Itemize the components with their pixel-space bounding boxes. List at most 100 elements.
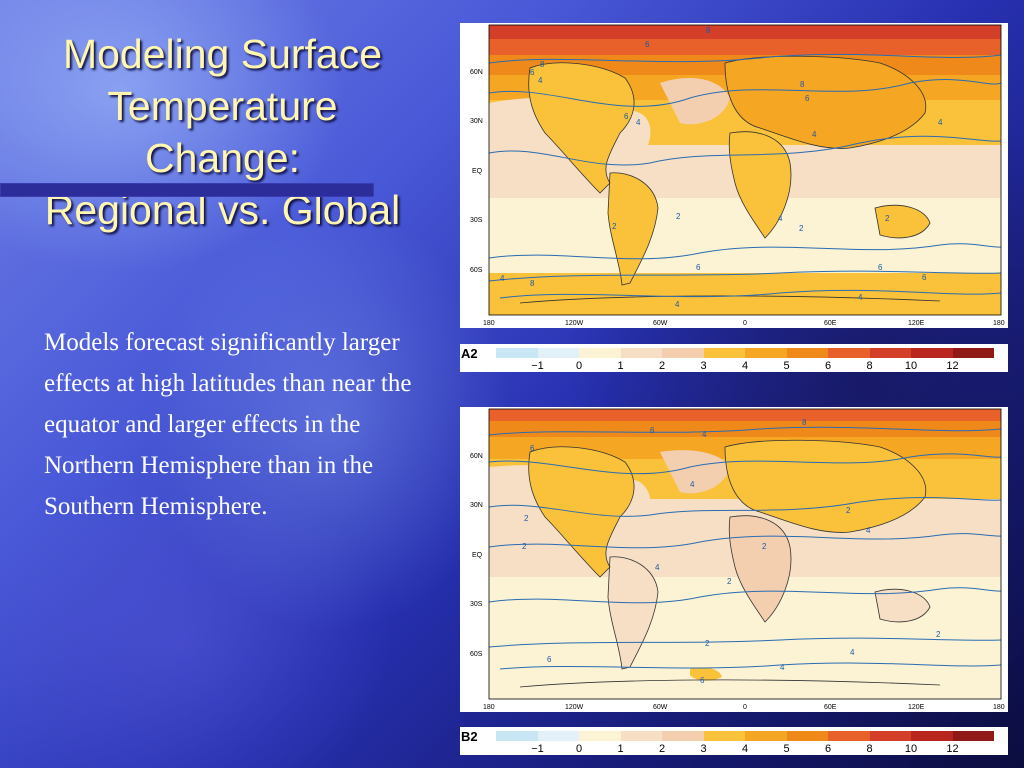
contour-label: 4: [690, 480, 695, 489]
north-america: [528, 446, 635, 577]
contour-4: [489, 135, 1001, 166]
contour-label: 4: [812, 130, 817, 139]
coast-antarctica: [519, 679, 941, 688]
lat-label: 60N: [470, 453, 483, 460]
band-10-12: [489, 25, 1001, 39]
africa: [729, 131, 791, 238]
eurasia: [725, 56, 926, 149]
lon-label: 120E: [908, 704, 925, 711]
legend-tick-label: 8: [866, 360, 873, 372]
coast-australia: [874, 588, 931, 623]
contour-label: 2: [885, 214, 890, 223]
lat-label: 60S: [470, 267, 483, 274]
contour-label: 6: [530, 68, 535, 77]
legend-b2: B2 −1 0 1 2 3 4 5 6 8 10 12: [460, 727, 1008, 755]
contour-label: 2: [936, 630, 941, 639]
legend-tick-label: −1: [531, 360, 544, 372]
legend-swatch: [869, 348, 911, 358]
scenario-label: B2: [461, 729, 478, 744]
lon-label: 60W: [653, 704, 668, 711]
scenario-label: A2: [461, 346, 478, 361]
map-b2-frame: [488, 408, 1002, 700]
lon-label: 180: [483, 320, 495, 327]
south-america: [608, 556, 658, 669]
contour-label: 4: [780, 663, 785, 672]
legend-tick-label: 6: [824, 743, 832, 755]
lat-label: 30S: [470, 217, 483, 224]
lon-label: 120E: [908, 320, 925, 327]
contour-6: [489, 79, 1001, 107]
legend-tick-label: 5: [783, 743, 790, 755]
contour-6-south: [499, 662, 1001, 670]
contour-6: [489, 453, 1001, 475]
title-line-2: Temperature: [107, 83, 338, 129]
legend-swatch: [579, 731, 621, 741]
eurasia: [725, 440, 926, 533]
legend-tick-label: 1: [617, 360, 624, 372]
lon-label: 0: [743, 704, 747, 711]
contour-label: 2: [762, 542, 767, 551]
legend-tick-label: 10: [904, 743, 918, 755]
legend-swatch: [496, 348, 538, 358]
legend-tick-label: 3: [700, 743, 707, 755]
legend-swatch: [952, 348, 994, 358]
contour-label: 2: [612, 222, 617, 231]
contour-8: [489, 53, 1001, 64]
legend-swatch: [786, 348, 828, 358]
title-line-1: Modeling Surface: [62, 31, 383, 77]
legend-ticks: −1 0 1 2 3 4 5 6 8 10 12: [496, 743, 996, 755]
contour-label: 4: [538, 76, 543, 85]
lon-label: 0: [743, 320, 747, 327]
contour-label: 6: [547, 655, 552, 664]
legend-swatch: [911, 731, 953, 741]
contour-label: 8: [800, 80, 805, 89]
southern-pale: [489, 577, 1001, 699]
contour-4: [489, 496, 1001, 517]
map-a2-frame: [488, 24, 1002, 316]
lon-label: 60W: [653, 320, 668, 327]
lat-label: 30N: [470, 118, 483, 125]
legend-swatch: [952, 731, 994, 741]
legend-swatch: [620, 731, 662, 741]
contour-label: 4: [858, 293, 863, 302]
legend-color-bar: [496, 348, 994, 358]
legend-tick-label: 12: [946, 743, 959, 755]
legend-tick-label: 2: [658, 360, 666, 372]
legend-swatch: [537, 348, 579, 358]
legend-tick-label: 1: [617, 743, 624, 755]
contour-label: 2: [524, 514, 529, 523]
legend-swatch: [620, 348, 662, 358]
legend-tick-label: 2: [658, 743, 666, 755]
legend-tick-label: 4: [741, 743, 749, 755]
coast-antarctica: [519, 295, 941, 304]
coast-north-america: [528, 62, 635, 194]
coast-africa: [728, 131, 792, 239]
south-america: [608, 172, 658, 285]
contour-label: 6: [530, 444, 535, 453]
lat-label: 60S: [470, 651, 483, 658]
lat-label: 30N: [470, 502, 483, 509]
lon-label: 180: [993, 704, 1005, 711]
contour-4-south: [489, 270, 1001, 282]
contour-label: 6: [805, 94, 810, 103]
coast-australia: [874, 204, 931, 239]
africa: [729, 515, 791, 622]
legend-tick-label: 3: [700, 360, 707, 372]
contour-label: 8: [706, 26, 711, 35]
lon-label: 180: [993, 320, 1005, 327]
contour-label: 8: [802, 418, 807, 427]
coast-south-america: [607, 172, 659, 286]
contour-label: 8: [530, 279, 535, 288]
lon-label: 180: [483, 704, 495, 711]
title-divider-bar: [0, 183, 374, 197]
lat-label: 60N: [470, 69, 483, 76]
legend-tick-label: 0: [575, 360, 583, 372]
coast-south-america: [607, 556, 659, 670]
map-b2-figure: 8 6 4 6 4 2 2 2 4 2 2 4 2 2 4 6 4 6 60N …: [470, 408, 1005, 711]
contour-label: 2: [705, 639, 710, 648]
lon-label: 60E: [824, 320, 837, 327]
contour-2: [489, 243, 1001, 260]
contour-4-south: [489, 637, 1001, 648]
legend-a2: A2 −1 0 1 2 3 4 5 6 8 10 12: [460, 344, 1008, 372]
title-line-3: Change:: [144, 135, 300, 181]
